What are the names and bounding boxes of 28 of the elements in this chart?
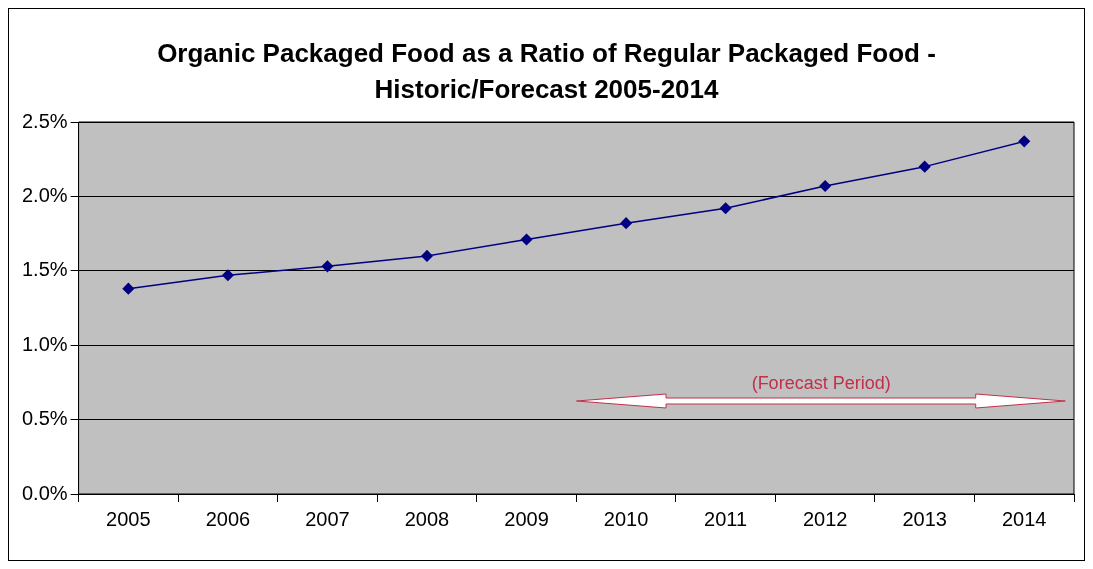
point bbox=[1018, 135, 1030, 148]
y-tick-label: 2.5% bbox=[21, 109, 68, 132]
x-tick-label: 2013 bbox=[902, 507, 947, 530]
point bbox=[321, 260, 334, 273]
x-tick-label: 2006 bbox=[205, 507, 251, 530]
x-tick-label: 2014 bbox=[1001, 507, 1047, 530]
x-tick-label: 2007 bbox=[305, 507, 350, 530]
point bbox=[421, 250, 433, 262]
y-tick-label: 0.0% bbox=[21, 481, 68, 504]
point bbox=[819, 180, 831, 192]
x-tick-label: 2011 bbox=[704, 507, 748, 530]
x-tick-label: 2012 bbox=[802, 507, 848, 530]
y-tick-label: 0.5% bbox=[21, 407, 68, 430]
point bbox=[918, 160, 931, 173]
point bbox=[122, 282, 135, 295]
chart-title: Organic Packaged Food as a Ratio of Regular Packaged Food - Historic/Forecast 2005-2014 bbox=[156, 37, 937, 106]
annotation: (Forecast Period) bbox=[751, 372, 891, 393]
y-tick-label: 1.5% bbox=[21, 258, 68, 281]
x-tick-label: 2009 bbox=[504, 507, 549, 530]
x-tick-label: 2005 bbox=[106, 507, 151, 530]
y-tick-label: 1.0% bbox=[21, 332, 68, 355]
point bbox=[620, 217, 632, 229]
point bbox=[719, 202, 732, 215]
x-tick-label: 2008 bbox=[404, 507, 450, 530]
y-tick-label: 2.0% bbox=[21, 183, 68, 206]
point bbox=[222, 269, 234, 282]
point bbox=[520, 233, 533, 246]
x-tick-label: 2010 bbox=[603, 507, 649, 530]
